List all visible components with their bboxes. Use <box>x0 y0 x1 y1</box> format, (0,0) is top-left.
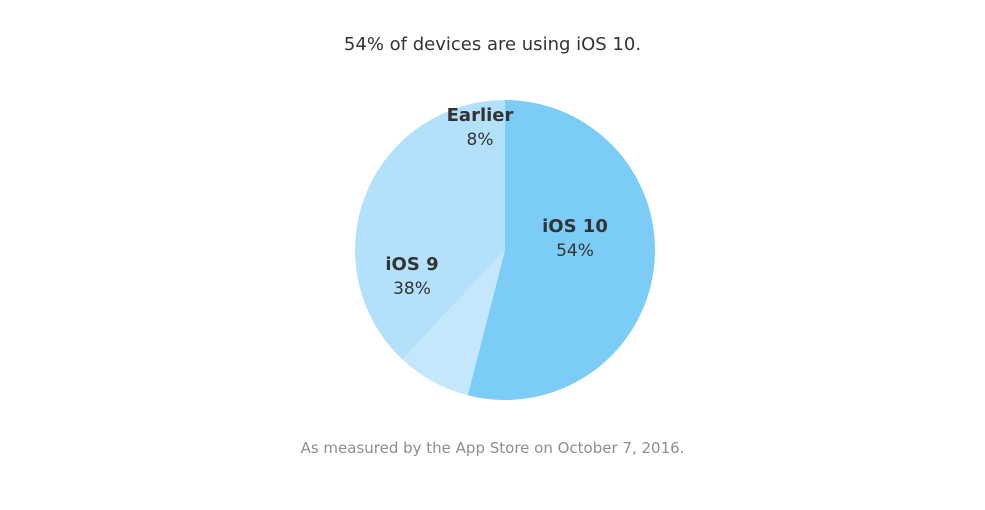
slice-label-ios-10: iOS 10 <box>542 216 608 237</box>
pie-slice-earlier <box>402 250 505 396</box>
chart-title: 54% of devices are using iOS 10. <box>343 34 642 55</box>
footnote: As measured by the App Store on October … <box>300 439 685 457</box>
slice-value-earlier: 8% <box>467 130 494 150</box>
pie-slice-ios-9 <box>354 99 505 360</box>
slice-label-earlier: Earlier <box>447 105 514 126</box>
slice-value-ios-9: 38% <box>393 279 431 299</box>
slice-value-ios-10: 54% <box>556 241 594 261</box>
slice-label-ios-9: iOS 9 <box>385 254 438 275</box>
pie-slice-ios-10 <box>467 100 655 400</box>
